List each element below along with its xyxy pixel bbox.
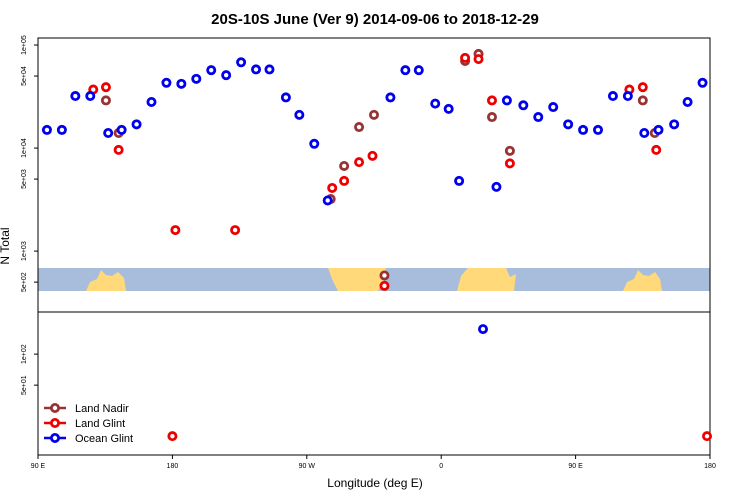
legend-marker [50,402,61,413]
point [103,128,114,139]
point [413,65,424,76]
point [563,119,574,130]
point [41,124,52,135]
y-tick-label: 1e+02 [21,344,28,364]
point [486,95,497,106]
point [504,145,515,156]
point [637,95,648,106]
point [354,157,365,168]
y-tick-label: 1e+05 [21,35,28,55]
point [639,128,650,139]
point [491,181,502,192]
x-axis-label: Longitude (deg E) [327,476,422,490]
point [443,103,454,114]
point [368,109,379,120]
y-tick-label: 1e+04 [21,138,28,158]
point [56,124,67,135]
point [379,280,390,291]
legend-label: Land Glint [75,418,125,430]
point [161,77,172,88]
x-tick-label: 180 [704,463,716,470]
x-tick-label: 90 E [31,463,46,470]
point [518,100,529,111]
point [460,52,471,63]
legend-marker [50,417,61,428]
map-strip [38,268,710,291]
point [607,91,618,102]
point [206,65,217,76]
x-tick-label: 90 E [568,463,583,470]
x-tick-label: 90 W [299,463,316,470]
y-tick-label: 5e+02 [21,272,28,292]
point [327,182,338,193]
point [430,98,441,109]
point [622,91,633,102]
point [264,64,275,75]
y-axis-label: N Total [0,227,12,264]
point [191,73,202,84]
point [653,124,664,135]
point [501,95,512,106]
point [400,65,411,76]
point [236,57,247,68]
point [176,78,187,89]
point [280,92,291,103]
point [116,124,127,135]
point [473,54,484,65]
point [533,112,544,123]
y-tick-label: 1e+03 [21,241,28,261]
point [702,431,713,442]
point [85,91,96,102]
point [593,124,604,135]
plot-frame [37,37,711,456]
point [385,92,396,103]
point [251,64,262,75]
legend-label: Land Nadir [75,403,129,415]
point [322,195,333,206]
point [309,138,320,149]
point [578,124,589,135]
point [221,70,232,81]
point [367,150,378,161]
y-tick-label: 5e+04 [21,66,28,86]
point [131,119,142,130]
x-tick-label: 180 [167,463,179,470]
y-tick-label: 5e+03 [21,169,28,189]
point [100,95,111,106]
point [113,144,124,155]
point [637,82,648,93]
point [697,77,708,88]
point [682,96,693,107]
chart-title: 20S-10S June (Ver 9) 2014-09-06 to 2018-… [211,11,539,28]
point [339,175,350,186]
point [379,270,390,281]
x-tick-label: 0 [439,463,443,470]
point [504,158,515,169]
y-tick-label: 5e+01 [21,375,28,395]
point [294,109,305,120]
point [669,119,680,130]
point [167,431,178,442]
point [478,324,489,335]
point [651,144,662,155]
legend-label: Ocean Glint [75,433,133,445]
point [70,91,81,102]
point [354,122,365,133]
point [486,112,497,123]
point [548,102,559,113]
point [170,225,181,236]
legend-marker [50,432,61,443]
point [454,175,465,186]
point [339,160,350,171]
point [100,82,111,93]
point [146,96,157,107]
point [230,225,241,236]
